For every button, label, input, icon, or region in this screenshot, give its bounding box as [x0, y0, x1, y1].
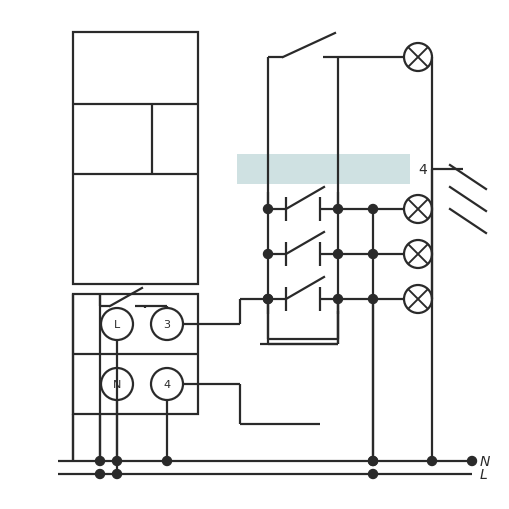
Text: 3: 3 — [163, 319, 170, 329]
Bar — [73, 33, 197, 285]
Circle shape — [368, 457, 377, 466]
Circle shape — [467, 457, 475, 466]
Circle shape — [368, 457, 377, 466]
Bar — [237, 155, 409, 185]
Circle shape — [263, 295, 272, 304]
Circle shape — [95, 457, 104, 466]
Circle shape — [333, 250, 342, 259]
Circle shape — [263, 205, 272, 214]
Text: 4: 4 — [163, 379, 170, 389]
Circle shape — [333, 295, 342, 304]
Circle shape — [368, 250, 377, 259]
Circle shape — [112, 470, 121, 478]
Text: N: N — [479, 454, 490, 468]
Circle shape — [112, 457, 121, 466]
Circle shape — [368, 205, 377, 214]
Circle shape — [95, 470, 104, 478]
Circle shape — [333, 205, 342, 214]
Text: 4: 4 — [417, 163, 426, 177]
Text: N: N — [112, 379, 121, 389]
Bar — [73, 294, 197, 414]
Circle shape — [368, 295, 377, 304]
Circle shape — [263, 295, 272, 304]
Circle shape — [368, 470, 377, 478]
Circle shape — [162, 457, 171, 466]
Circle shape — [427, 457, 436, 466]
Circle shape — [263, 250, 272, 259]
Text: L: L — [479, 467, 487, 481]
Text: L: L — [114, 319, 120, 329]
